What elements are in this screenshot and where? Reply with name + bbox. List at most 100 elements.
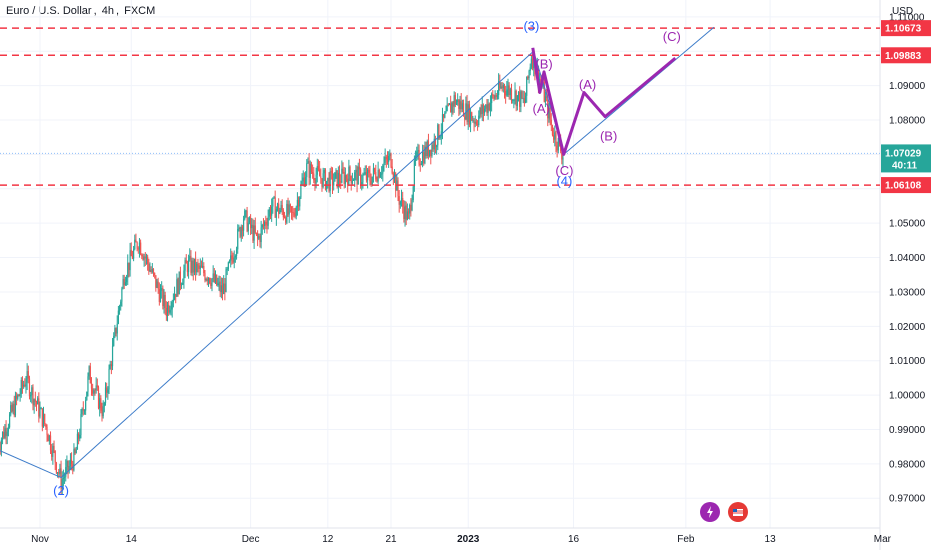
candle-body — [182, 282, 184, 285]
candle-body — [152, 268, 155, 273]
candle-body — [240, 226, 242, 237]
candle-body — [484, 108, 486, 113]
candle-body — [455, 101, 458, 105]
wave-label: (B) — [600, 129, 617, 144]
candle-body — [550, 119, 552, 125]
price-tick-label: 0.98000 — [889, 459, 926, 470]
candle-body — [441, 114, 444, 132]
candle-body — [70, 459, 73, 465]
candle-body — [0, 449, 1, 450]
candle-body — [110, 364, 112, 367]
candle-body — [314, 180, 316, 184]
candle-body — [170, 309, 172, 311]
candle-body — [14, 395, 17, 416]
candle-body — [176, 279, 178, 297]
us-flag-icon[interactable] — [728, 502, 748, 522]
candle-body — [183, 270, 185, 283]
candle-body — [302, 177, 304, 182]
candle-body — [268, 209, 270, 217]
candle-body — [434, 138, 437, 148]
candle-body — [254, 225, 256, 233]
candle-body — [184, 260, 186, 271]
candle-body — [246, 210, 248, 232]
candle-body — [495, 95, 497, 97]
candle-body — [316, 166, 318, 175]
candle-body — [129, 250, 131, 271]
candle-body — [526, 76, 528, 96]
candle-body — [340, 181, 342, 183]
candle-body — [378, 169, 380, 178]
candle-body — [407, 211, 410, 214]
candle-body — [92, 388, 94, 394]
candle-body — [187, 259, 190, 273]
candle-body — [430, 149, 432, 156]
candle-body — [26, 371, 28, 383]
candle-body — [252, 224, 254, 241]
candle-body — [258, 236, 260, 239]
candle-body — [315, 174, 317, 184]
candle-body — [275, 208, 277, 218]
candle-body — [86, 391, 88, 401]
candle-body — [190, 255, 192, 273]
candle-body — [337, 172, 339, 188]
candle-body — [548, 107, 550, 119]
candle-body — [136, 242, 138, 249]
candle-body — [209, 278, 211, 283]
candle-body — [185, 260, 187, 264]
candle-body — [286, 203, 288, 223]
candle-body — [157, 281, 159, 290]
candle-body — [41, 408, 43, 427]
candle-body — [250, 217, 252, 229]
candle-body — [363, 174, 365, 176]
candle-body — [345, 175, 348, 179]
candle-body — [480, 107, 482, 115]
elliott-wave-line[interactable] — [0, 26, 715, 479]
candle-body — [561, 151, 563, 160]
candle-body — [299, 197, 301, 207]
candle-body — [520, 91, 522, 107]
candle-body — [238, 227, 240, 230]
candle-body — [175, 293, 177, 297]
time-tick-label: 13 — [765, 534, 777, 545]
candle-body — [173, 293, 176, 300]
candle-body — [90, 383, 93, 389]
candle-body — [310, 163, 313, 173]
candle-body — [369, 172, 371, 182]
candle-body — [481, 104, 483, 115]
candle-body — [351, 180, 353, 184]
candle-body — [140, 242, 142, 255]
projection-wave-line[interactable] — [531, 47, 677, 156]
candle-body — [101, 410, 103, 417]
candle-body — [177, 279, 179, 295]
candle-body — [145, 256, 148, 259]
header-separator-2: , — [115, 5, 123, 17]
candle-body — [147, 256, 149, 265]
candle-body — [371, 176, 373, 185]
candle-body — [56, 472, 59, 474]
price-axis-pane[interactable] — [880, 0, 932, 550]
candle-body — [37, 398, 39, 405]
candle-body — [27, 371, 29, 379]
candle-body — [137, 248, 139, 250]
candle-body — [111, 345, 114, 367]
candle-body — [461, 103, 463, 110]
candle-body — [75, 449, 77, 454]
candle-body — [127, 262, 129, 278]
price-tick-label: 1.08000 — [889, 116, 926, 127]
candle-body — [234, 255, 236, 258]
candle-body — [162, 288, 164, 307]
candle-body — [141, 254, 143, 257]
candle-body — [79, 434, 81, 439]
candle-body — [438, 124, 440, 139]
price-tick-label: 1.00000 — [889, 391, 926, 402]
lightning-icon[interactable] — [700, 502, 720, 522]
price-tick-label: 1.02000 — [889, 322, 926, 333]
candle-body — [28, 378, 31, 397]
candle-body — [517, 91, 520, 96]
candle-body — [515, 90, 517, 106]
wave-label: (3) — [523, 19, 539, 34]
candle-body — [34, 399, 36, 402]
candle-body — [502, 85, 504, 89]
candle-body — [527, 76, 529, 79]
